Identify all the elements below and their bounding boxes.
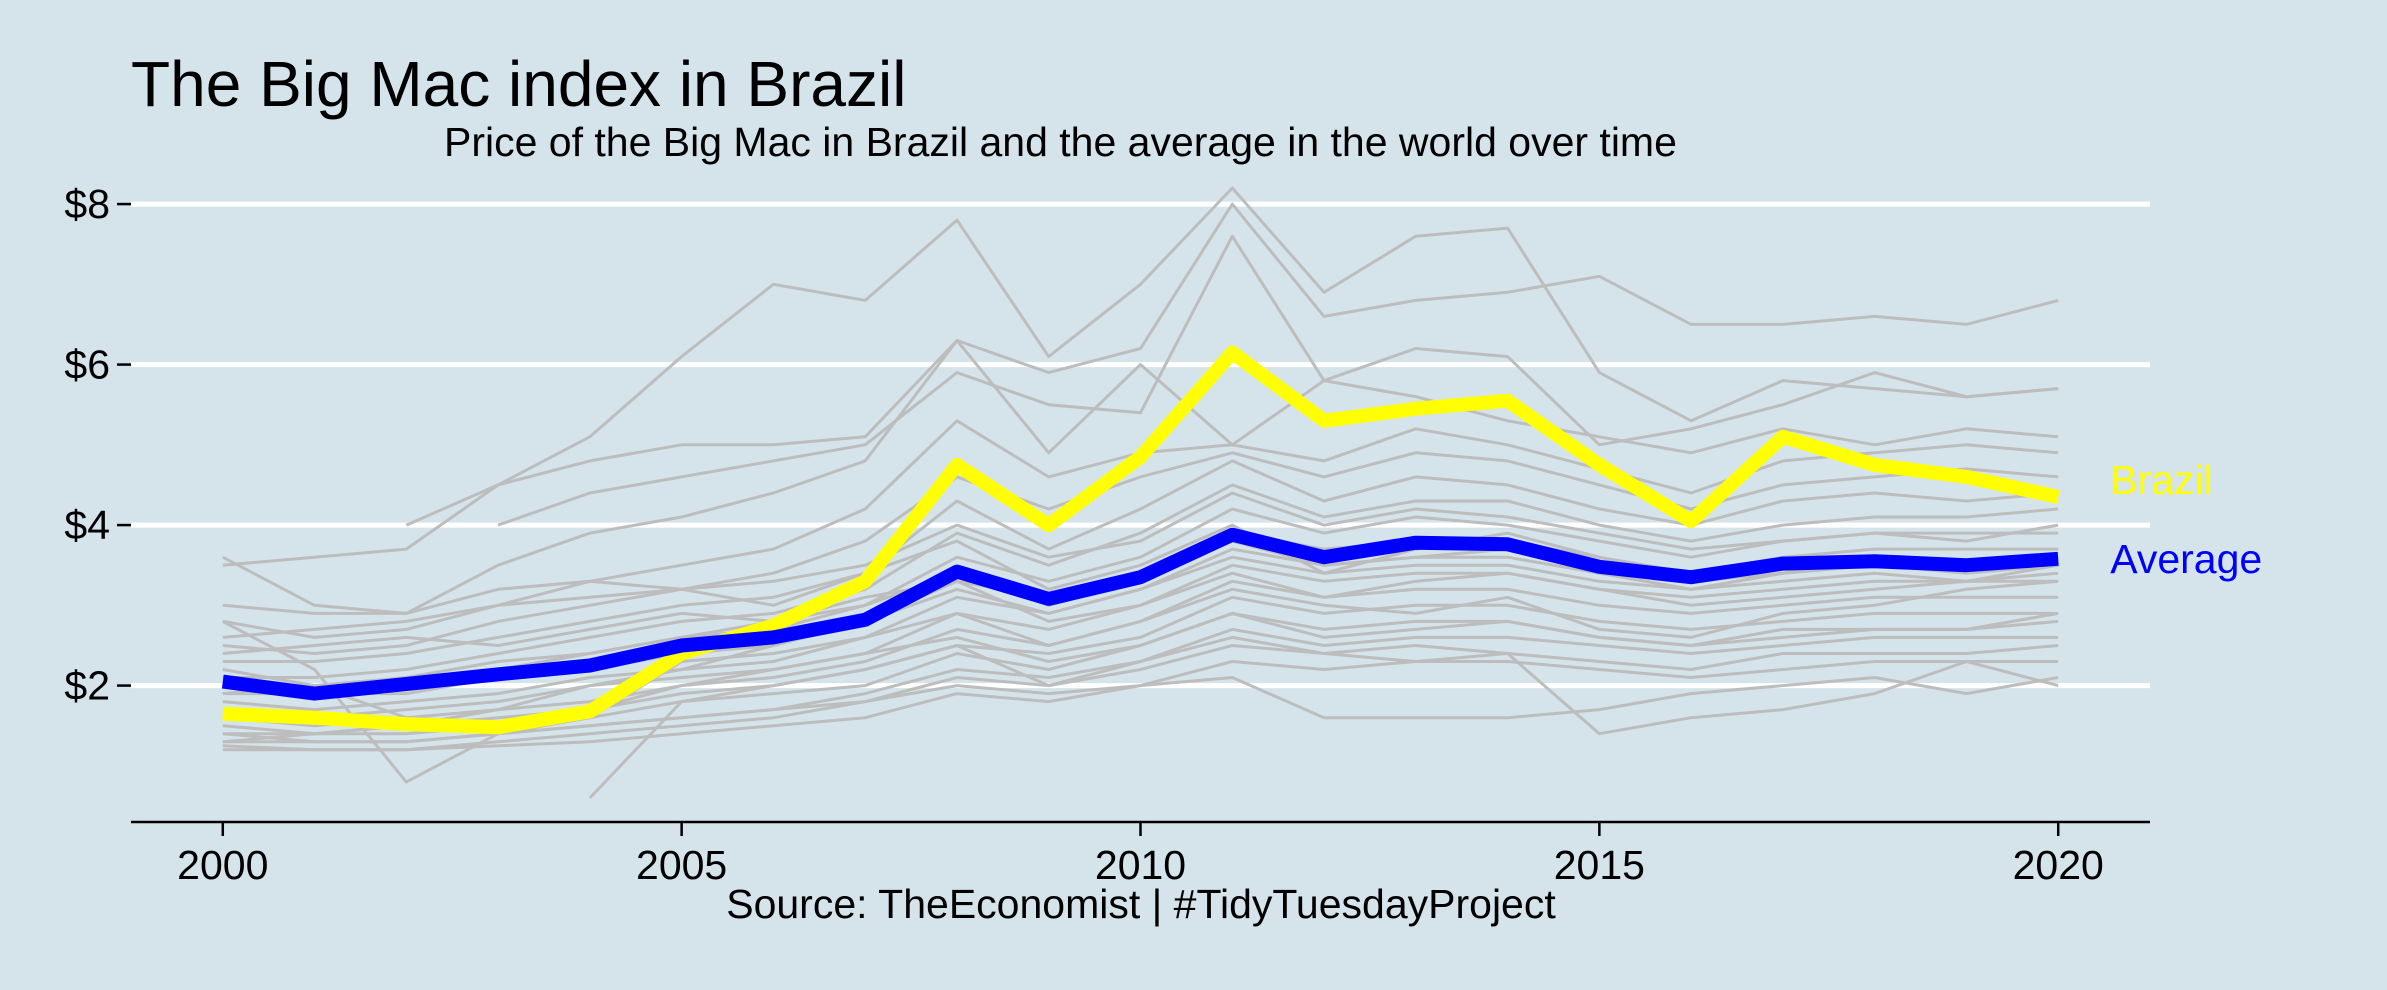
country-series-line bbox=[222, 186, 2059, 567]
country-series-line bbox=[222, 491, 2059, 639]
country-series-line bbox=[222, 579, 2059, 784]
background-series-group bbox=[222, 186, 2059, 799]
chart-caption: Source: TheEconomist | #TidyTuesdayProje… bbox=[726, 881, 1556, 927]
y-tick-label: $4 bbox=[64, 502, 110, 548]
series-labels: Brazil Average bbox=[2110, 457, 2262, 582]
grid-lines bbox=[131, 201, 2150, 689]
x-tick-label: 2010 bbox=[1095, 842, 1186, 888]
x-tick-label: 2015 bbox=[1554, 842, 1645, 888]
country-series-line bbox=[222, 571, 2059, 655]
country-series-line bbox=[222, 507, 2059, 688]
x-tick-label: 2020 bbox=[2013, 842, 2104, 888]
country-series-line bbox=[222, 644, 2059, 752]
axes: 2000 2005 2010 2015 2020 $2 $4 $6 $8 bbox=[64, 181, 2150, 888]
highlight-series-group bbox=[221, 345, 2060, 735]
country-series-line bbox=[588, 635, 2059, 799]
y-tick-label: $8 bbox=[64, 181, 110, 227]
x-tick-label: 2005 bbox=[636, 842, 727, 888]
chart-title: The Big Mac index in Brazil bbox=[131, 48, 907, 120]
series-line-average bbox=[221, 527, 2059, 701]
country-series-line bbox=[222, 483, 2059, 679]
country-series-line bbox=[222, 339, 2059, 615]
country-series-line bbox=[222, 595, 2059, 736]
country-series-line bbox=[405, 202, 2059, 527]
y-tick-label: $2 bbox=[64, 663, 110, 709]
country-series-line bbox=[222, 451, 2059, 655]
country-series-line bbox=[222, 676, 2059, 744]
country-series-line bbox=[222, 459, 2059, 663]
chart-subtitle: Price of the Big Mac in Brazil and the a… bbox=[444, 119, 1677, 165]
series-label-average: Average bbox=[2110, 536, 2262, 582]
y-tick-label: $6 bbox=[64, 342, 110, 388]
series-label-brazil: Brazil bbox=[2110, 457, 2213, 503]
country-series-line bbox=[222, 523, 2059, 615]
country-series-line bbox=[497, 234, 2059, 527]
country-series-line bbox=[222, 555, 2059, 744]
series-line-brazil bbox=[222, 345, 2060, 735]
x-tick-label: 2000 bbox=[177, 842, 268, 888]
